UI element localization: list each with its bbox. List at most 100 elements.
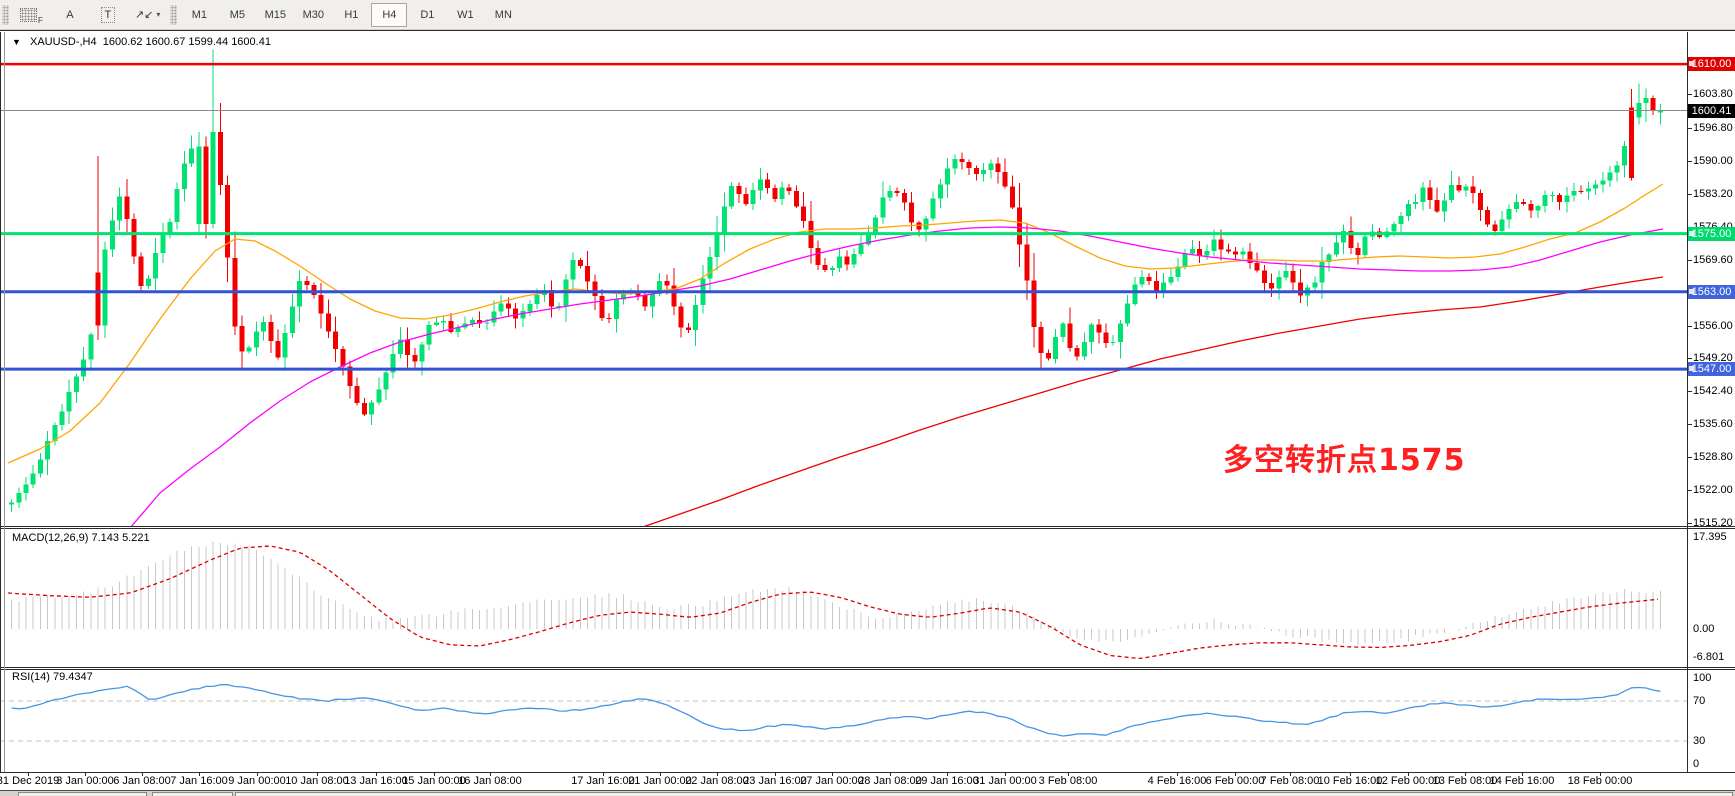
timeframe-h4-button[interactable]: H4 (371, 2, 408, 27)
price-level-badge: 1610.00 (1688, 57, 1735, 71)
time-label: 7 Feb 08:00 (1260, 775, 1320, 787)
time-tick (1522, 772, 1523, 776)
time-tick (1350, 772, 1351, 776)
macd-canvas[interactable] (0, 529, 1687, 667)
rsi-scale-label: 30 (1693, 735, 1706, 747)
time-label: 13 Jan 16:00 (344, 775, 408, 787)
price-level-badge: 1575.00 (1688, 227, 1735, 241)
timeframe-w1-button[interactable]: W1 (457, 8, 474, 21)
time-tick (1177, 772, 1178, 776)
time-tick (28, 772, 29, 776)
time-label: 12 Feb 00:00 (1375, 775, 1441, 787)
price-tick-label: 1542.40 (1693, 385, 1733, 397)
time-label: 17 Jan 16:00 (571, 775, 635, 787)
toolbar: F A T ↗↙ ▾ M1 M5 M15 M30 H1 H4 D1 W1 MN (0, 0, 1735, 30)
rsi-value: 79.4347 (52, 671, 93, 683)
chart-tab[interactable] (235, 792, 1733, 796)
time-tick (257, 772, 258, 776)
price-tick (1687, 260, 1692, 261)
time-label: 10 Feb 16:00 (1317, 775, 1383, 787)
time-label: 27 Jan 00:00 (800, 775, 864, 787)
text-tool-icon: T (100, 6, 116, 23)
price-tick (1687, 326, 1692, 327)
time-label: 29 Jan 16:00 (915, 775, 979, 787)
price-tick-label: 1556.00 (1693, 320, 1733, 332)
time-label: 21 Jan 00:00 (628, 775, 692, 787)
pattern-grid-tool-button[interactable]: F (13, 3, 50, 27)
timeframe-m1-button[interactable]: M1 (191, 8, 207, 21)
chart-window[interactable]: ▼ XAUUSD-,H4 1600.62 1600.67 1599.44 160… (0, 30, 1735, 796)
time-label: 10 Jan 08:00 (285, 775, 349, 787)
rsi-scale-label: 0 (1693, 758, 1700, 770)
price-axis-line[interactable] (1687, 32, 1688, 772)
arrow-objects-tool-button[interactable]: ↗↙ ▾ (128, 3, 167, 27)
time-label: 14 Feb 16:00 (1489, 775, 1555, 787)
macd-scale-label: 0.00 (1693, 623, 1715, 635)
price-tick (1687, 424, 1692, 425)
time-label: 9 Jan 00:00 (228, 775, 286, 787)
time-label: 3 Jan 00:00 (56, 775, 114, 787)
panel-separator[interactable] (0, 526, 1735, 529)
macd-signal-line (7, 545, 1659, 659)
panel-separator[interactable] (0, 667, 1735, 670)
time-tick (1465, 772, 1466, 776)
timeframe-m30-button[interactable]: M30 (302, 8, 325, 21)
price-tick-label: 1535.60 (1693, 418, 1733, 430)
rsi-line (11, 683, 1661, 737)
time-tick (660, 772, 661, 776)
chart-annotation-text[interactable]: 多空转折点1575 (1223, 443, 1466, 478)
time-label: 16 Jan 08:00 (458, 775, 522, 787)
time-tick (376, 772, 377, 776)
price-tick-label: 1528.80 (1693, 451, 1733, 463)
main-price-canvas[interactable] (0, 32, 1687, 526)
price-tick (1687, 457, 1692, 458)
price-tick (1687, 128, 1692, 129)
time-tick (1068, 772, 1069, 776)
time-tick (85, 772, 86, 776)
ma-line-slow_red (643, 276, 1664, 526)
macd-label: MACD(12,26,9) 7.143 5.221 (12, 532, 150, 544)
rsi-scale-label: 100 (1693, 672, 1712, 684)
macd-scale-label: -6.801 (1693, 651, 1725, 663)
time-label: 31 Jan 00:00 (973, 775, 1037, 787)
price-tick-label: 1590.00 (1693, 155, 1733, 167)
toolbar-grip[interactable] (170, 4, 178, 25)
price-tick-label: 1569.60 (1693, 254, 1733, 266)
price-level-badge: 1563.00 (1688, 285, 1735, 299)
timeframe-h1-button[interactable]: H1 (344, 8, 359, 21)
price-tick-label: 1583.20 (1693, 188, 1733, 200)
rsi-canvas[interactable] (0, 670, 1687, 772)
time-axis-line[interactable] (0, 772, 1735, 773)
text-tool-button[interactable]: T (90, 3, 126, 27)
chevron-down-icon: ▾ (156, 10, 161, 19)
arrow-objects-tool-icon: ↗↙ (134, 9, 154, 21)
timeframe-group: M1 M5 M15 M30 H1 H4 D1 W1 MN (180, 0, 522, 30)
timeframe-mn-button[interactable]: MN (494, 8, 512, 21)
time-tick (317, 772, 318, 776)
timeframe-m5-button[interactable]: M5 (229, 8, 245, 21)
time-label: 18 Feb 00:00 (1567, 775, 1633, 787)
chart-tab[interactable] (18, 792, 147, 796)
time-label: 22 Jan 08:00 (685, 775, 749, 787)
time-tick (1005, 772, 1006, 776)
price-tick (1687, 94, 1692, 95)
time-label: 6 Jan 08:00 (113, 775, 171, 787)
chart-tab[interactable] (152, 792, 233, 796)
time-tick (890, 772, 891, 776)
price-tick (1687, 391, 1692, 392)
ma-line-magenta (130, 226, 1664, 526)
timeframe-d1-button[interactable]: D1 (420, 8, 435, 21)
time-tick (490, 772, 491, 776)
current-price-badge: 1600.41 (1688, 104, 1735, 118)
toolbar-grip[interactable] (2, 4, 9, 25)
price-tick-label: 1603.80 (1693, 88, 1733, 100)
price-tick-label: 1515.20 (1693, 517, 1733, 529)
window-left-inner-border (4, 32, 5, 772)
price-tick (1687, 490, 1692, 491)
timeframe-m15-button[interactable]: M15 (264, 8, 287, 21)
symbol-dropdown-icon[interactable]: ▼ (12, 37, 21, 47)
time-label: 15 Jan 00:00 (402, 775, 466, 787)
time-label: 28 Jan 08:00 (858, 775, 922, 787)
time-tick (717, 772, 718, 776)
arrow-label-tool-button[interactable]: A (52, 3, 88, 27)
